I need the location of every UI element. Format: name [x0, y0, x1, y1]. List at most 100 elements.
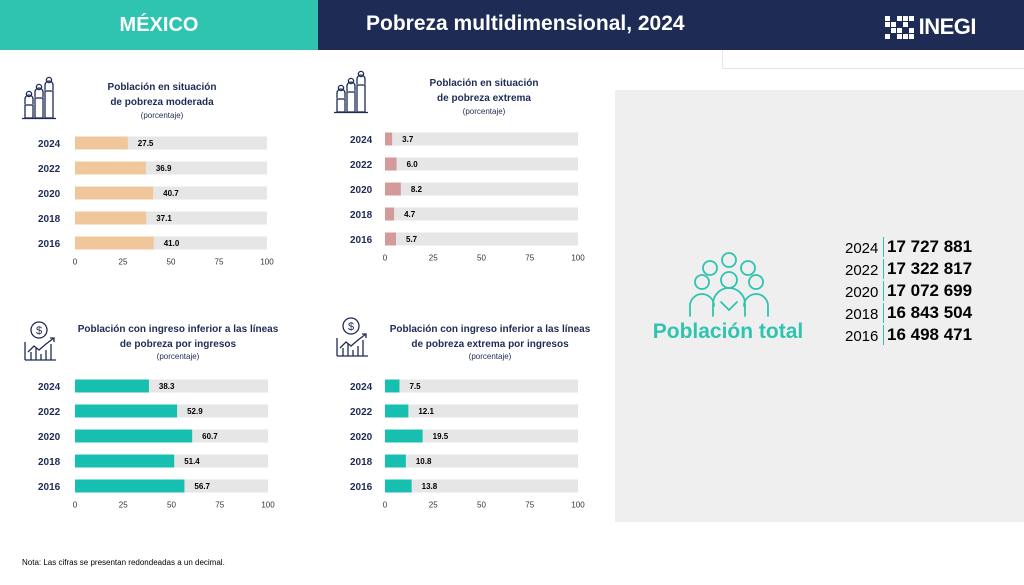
- data-label: 27.5: [138, 139, 154, 148]
- bar: [75, 211, 147, 225]
- chart-title-line1: Población en situación: [429, 78, 539, 89]
- data-label: 7.5: [409, 382, 421, 391]
- chart-title-line2: de pobreza por ingresos: [119, 339, 237, 350]
- data-label: 4.7: [404, 210, 416, 219]
- chart-subtitle: (porcentaje): [140, 111, 184, 120]
- data-label: 52.9: [187, 407, 203, 416]
- tick-label: 25: [429, 254, 438, 263]
- total-year: 2020: [845, 283, 879, 301]
- bar-track: [385, 429, 578, 443]
- tick-label: 50: [477, 254, 486, 263]
- total-value: 17 072 699: [887, 281, 973, 300]
- total-value: 16 498 471: [887, 325, 973, 344]
- data-label: 37.1: [156, 214, 172, 223]
- bar: [385, 207, 395, 221]
- category-label: 2020: [38, 432, 61, 443]
- inegi-logo-text: INEGI: [918, 14, 977, 39]
- tick-label: 50: [167, 258, 176, 267]
- people-bars-icon: [22, 76, 56, 120]
- data-label: 13.8: [422, 482, 438, 491]
- bar: [385, 232, 397, 246]
- tick-label: 100: [571, 254, 585, 263]
- category-label: 2020: [38, 189, 61, 200]
- category-label: 2024: [38, 139, 61, 150]
- data-label: 6.0: [407, 160, 419, 169]
- bar: [385, 454, 406, 468]
- bar: [385, 157, 397, 171]
- data-label: 38.3: [159, 382, 175, 391]
- bar-track: [385, 132, 578, 146]
- tick-label: 100: [571, 501, 585, 510]
- category-label: 2016: [38, 482, 61, 493]
- bar: [75, 136, 128, 150]
- total-population-label: Población total: [652, 320, 804, 343]
- tick-label: 100: [261, 501, 275, 510]
- total-separator: [883, 303, 884, 323]
- category-label: 2022: [38, 407, 61, 418]
- tick-label: 75: [525, 501, 534, 510]
- divider-top: [722, 68, 1024, 69]
- bar: [75, 236, 154, 250]
- total-row: 2020 17 072 699: [845, 280, 972, 302]
- chart-subtitle: (porcentaje): [156, 352, 200, 361]
- bar-chart-income: 2024 38.3 2022 52.9 2020 60.7 2018 51.4 2016 56.7…: [38, 379, 275, 510]
- total-separator: [883, 237, 884, 257]
- category-label: 2018: [38, 214, 61, 225]
- total-separator: [883, 325, 884, 345]
- bar: [385, 132, 393, 146]
- category-label: 2022: [350, 160, 373, 171]
- bar: [385, 404, 409, 418]
- panel-income-extreme-poverty: $ Población con ingreso inferior a las l…: [334, 314, 614, 524]
- bar-chart-income-extreme: 2024 7.5 2022 12.1 2020 19.5 2018 10.8 2016 13.8 0…: [350, 379, 585, 510]
- chart-title-line1: Población con ingreso inferior a las lín…: [77, 324, 279, 335]
- total-row: 2016 16 498 471: [845, 324, 972, 346]
- bar: [75, 186, 154, 200]
- category-label: 2020: [350, 432, 373, 443]
- bar-track: [385, 454, 578, 468]
- svg-text:$: $: [348, 321, 354, 333]
- total-value: 17 322 817: [887, 259, 973, 278]
- data-label: 36.9: [156, 164, 172, 173]
- chart-title-line2: de pobreza extrema: [437, 93, 531, 104]
- tick-label: 25: [119, 501, 128, 510]
- data-label: 41.0: [164, 239, 180, 248]
- total-year: 2016: [845, 327, 879, 345]
- category-label: 2018: [350, 457, 373, 468]
- total-value: 17 727 881: [887, 237, 973, 256]
- tick-label: 75: [215, 258, 224, 267]
- chart-title-line2: de pobreza moderada: [110, 97, 214, 108]
- total-row: 2024 17 727 881: [845, 236, 972, 258]
- total-row: 2018 16 843 504: [845, 302, 972, 324]
- group-people-icon: [689, 252, 769, 317]
- tick-label: 25: [429, 501, 438, 510]
- svg-text:$: $: [36, 325, 42, 337]
- chart-title-line1: Población en situación: [107, 82, 217, 93]
- bar-track: [385, 232, 578, 246]
- chart-subtitle: (porcentaje): [468, 352, 512, 361]
- data-label: 8.2: [411, 185, 423, 194]
- region-header: MÉXICO: [0, 0, 318, 50]
- inegi-logo-mark: [884, 15, 914, 39]
- title-bar: Pobreza multidimensional, 2024 INEGI: [318, 0, 1024, 50]
- tick-label: 0: [383, 501, 388, 510]
- category-label: 2018: [350, 210, 373, 221]
- divider-vertical: [722, 50, 723, 68]
- data-label: 19.5: [433, 432, 449, 441]
- total-year: 2024: [845, 239, 879, 257]
- page-title: Pobreza multidimensional, 2024: [366, 12, 685, 35]
- total-value: 16 843 504: [887, 303, 973, 322]
- bar: [75, 429, 193, 443]
- data-label: 51.4: [184, 457, 200, 466]
- bar-track: [385, 379, 578, 393]
- category-label: 2024: [38, 382, 61, 393]
- tick-label: 0: [73, 501, 78, 510]
- tick-label: 75: [215, 501, 224, 510]
- category-label: 2022: [350, 407, 373, 418]
- bar-track: [385, 182, 578, 196]
- bar-track: [385, 157, 578, 171]
- category-label: 2016: [38, 239, 61, 250]
- data-label: 40.7: [163, 189, 179, 198]
- panel-moderate-poverty: Población en situación de pobreza modera…: [22, 70, 302, 280]
- footnote: Nota: Las cifras se presentan redondeada…: [22, 558, 225, 567]
- people-bars-icon: [334, 70, 368, 114]
